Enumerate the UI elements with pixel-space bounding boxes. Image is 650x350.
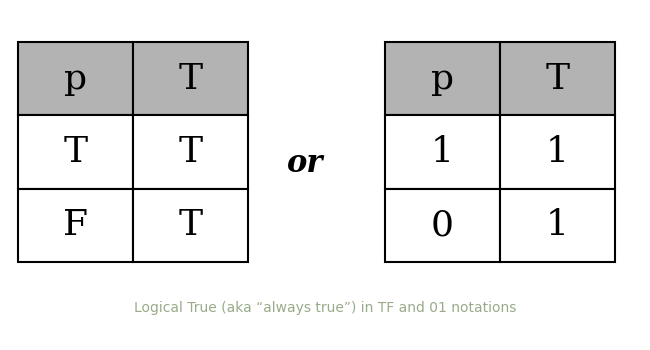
Bar [18, 116, 133, 189]
Bar [18, 42, 133, 116]
Bar [385, 42, 500, 116]
Text: 0: 0 [431, 208, 454, 242]
Text: 1: 1 [431, 135, 454, 169]
Bar [385, 116, 500, 189]
Text: F: F [63, 208, 88, 242]
Text: p: p [64, 62, 87, 96]
Bar [500, 42, 615, 116]
Bar [133, 42, 248, 116]
Text: 1: 1 [546, 208, 569, 242]
Text: T: T [545, 62, 569, 96]
Text: or: or [287, 147, 323, 178]
Bar [133, 116, 248, 189]
Text: T: T [179, 62, 203, 96]
Bar [500, 116, 615, 189]
Text: Logical True (aka “always true”) in TF and 01 notations: Logical True (aka “always true”) in TF a… [134, 301, 516, 315]
Text: 1: 1 [546, 135, 569, 169]
Text: T: T [64, 135, 88, 169]
Bar [133, 189, 248, 262]
Bar [385, 189, 500, 262]
Bar [500, 189, 615, 262]
Bar [18, 189, 133, 262]
Text: T: T [179, 208, 203, 242]
Text: T: T [179, 135, 203, 169]
Text: p: p [431, 62, 454, 96]
